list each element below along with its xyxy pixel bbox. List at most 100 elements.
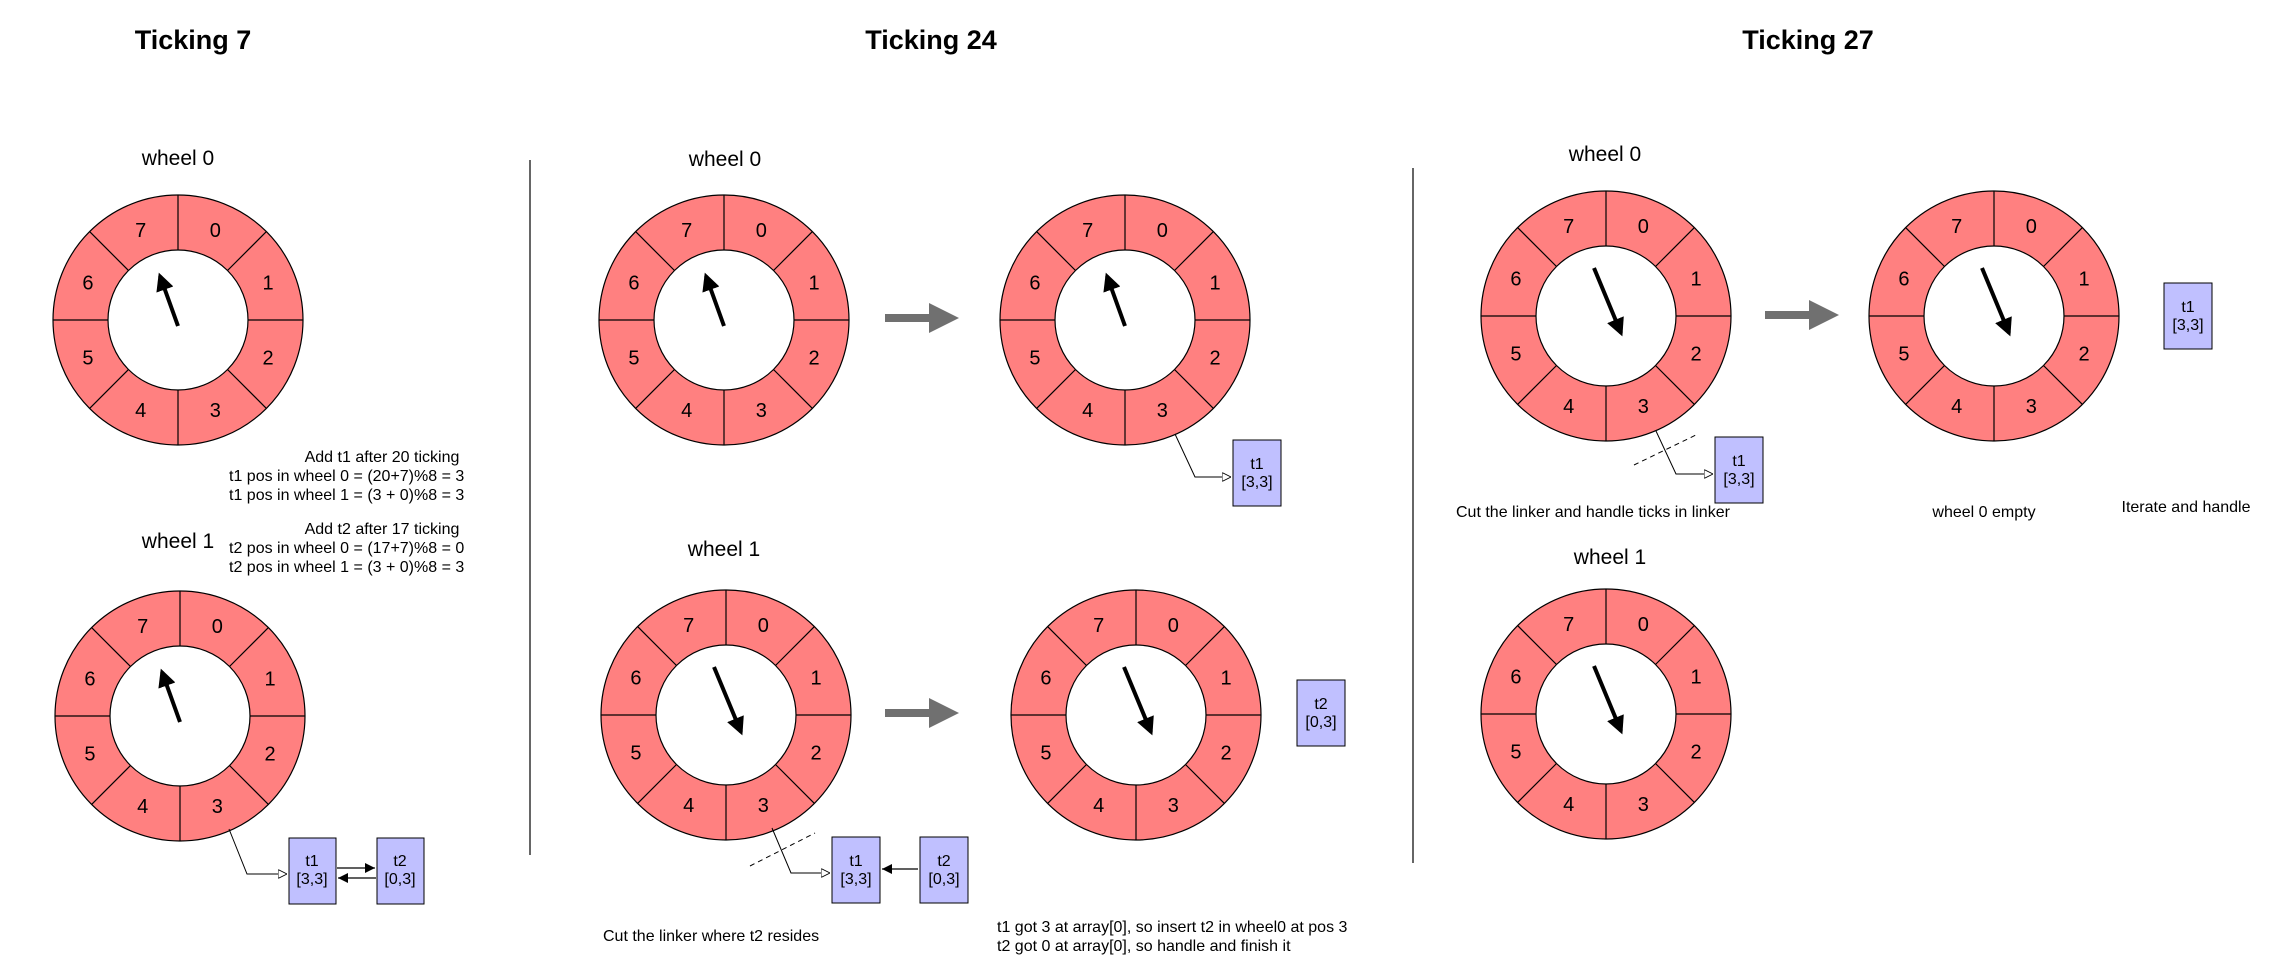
note-add-t1-line2: t1 pos in wheel 1 = (3 + 0)%8 = 3 xyxy=(229,487,464,504)
note-add-t2-title: Add t2 after 17 ticking xyxy=(305,521,460,538)
wheel-label-s2-w0: wheel 0 xyxy=(688,148,761,171)
slot-divider xyxy=(1655,365,1695,405)
task-s1-t1-pos: [3,3] xyxy=(296,871,327,888)
timing-wheel-s3-w0-after: 0 1 2 3 4 5 6 7 xyxy=(1868,190,2120,442)
note-add-t2-line2: t2 pos in wheel 1 = (3 + 0)%8 = 3 xyxy=(229,559,464,576)
slot-number: 3 xyxy=(212,796,223,818)
task-s1-t2-pos: [0,3] xyxy=(384,871,415,888)
wheel-hub xyxy=(655,644,797,786)
task-s2-w0-t1-name: t1 xyxy=(1250,456,1263,473)
slot-number: 4 xyxy=(1951,396,1962,418)
note-t1-got-line1: t1 got 3 at array[0], so insert t2 in wh… xyxy=(997,919,1348,936)
task-s3-w0-t1-pos: [3,3] xyxy=(1723,471,1754,488)
slot-divider xyxy=(91,627,131,667)
slot-number: 4 xyxy=(683,795,694,817)
wheel-label-s3-w1: wheel 1 xyxy=(1573,546,1646,569)
task-box-s1-t1 xyxy=(288,837,337,905)
slot-divider xyxy=(1036,369,1076,409)
wheel-hub xyxy=(1535,245,1677,387)
wheel-label-s1-w0: wheel 0 xyxy=(141,147,214,170)
note-add-t2-line1: t2 pos in wheel 0 = (17+7)%8 = 0 xyxy=(229,540,464,557)
slot-number: 6 xyxy=(1510,269,1521,291)
note-wheel0-empty: wheel 0 empty xyxy=(1931,504,2035,521)
slot-divider xyxy=(89,231,129,271)
slot-divider xyxy=(2043,365,2083,405)
linker-s1-w1-to-t1 xyxy=(228,828,287,874)
slot-number: 1 xyxy=(1210,273,1221,295)
slot-number: 3 xyxy=(1168,795,1179,817)
slot-number: 4 xyxy=(1563,396,1574,418)
task-box-s3-w0-t1 xyxy=(1714,436,1764,504)
timing-wheel-s1-w0: 0 1 2 3 4 5 6 7 xyxy=(52,194,304,446)
slot-number: 7 xyxy=(683,615,694,637)
section-title-ticking-7: Ticking 7 xyxy=(135,25,252,55)
slot-divider xyxy=(1905,227,1945,267)
slot-number: 6 xyxy=(628,273,639,295)
slot-divider xyxy=(91,765,131,805)
note-cut-and-handle: Cut the linker and handle ticks in linke… xyxy=(1456,504,1731,521)
slot-number: 0 xyxy=(1157,220,1168,242)
wheel-hub xyxy=(653,249,795,391)
slot-number: 4 xyxy=(1082,400,1093,422)
note-cut-linker-t2: Cut the linker where t2 resides xyxy=(603,928,819,945)
slot-divider xyxy=(637,626,677,666)
slot-number: 3 xyxy=(1638,396,1649,418)
note-iterate-handle: Iterate and handle xyxy=(2122,499,2251,516)
slot-divider xyxy=(1905,365,1945,405)
task-box-s2-w1-t2 xyxy=(919,836,969,904)
slot-divider xyxy=(1517,625,1557,665)
clock-hand xyxy=(712,666,744,736)
clock-hand xyxy=(702,272,726,327)
timing-wheel-s2-w1-after: 0 1 2 3 4 5 6 7 xyxy=(1010,589,1262,841)
slot-number: 5 xyxy=(1510,741,1521,763)
slot-number: 0 xyxy=(1168,615,1179,637)
slot-divider xyxy=(635,231,675,271)
slot-number: 1 xyxy=(1691,269,1702,291)
slot-number: 7 xyxy=(135,220,146,242)
wheels-layer: 0 1 2 3 4 5 6 7 0 1 2 3 4 5 6 7 0 1 2 3 4 5 6 7 0 1 2 3 4 5 6 7 0 1 2 3 4 5 6 7… xyxy=(52,190,2120,842)
clock-hand xyxy=(1103,272,1127,327)
task-s2-t2-alone-name: t2 xyxy=(1314,696,1327,713)
slot-number: 5 xyxy=(630,742,641,764)
task-s3-t1-alone-pos: [3,3] xyxy=(2172,317,2203,334)
task-s2-w0-t1-pos: [3,3] xyxy=(1241,474,1272,491)
slot-divider xyxy=(89,369,129,409)
slot-number: 1 xyxy=(263,273,274,295)
slot-divider xyxy=(635,369,675,409)
slot-number: 3 xyxy=(756,400,767,422)
slot-divider xyxy=(1655,227,1695,267)
timing-wheel-s2-w0-after: 0 1 2 3 4 5 6 7 xyxy=(999,194,1251,446)
wheel-hub xyxy=(1054,249,1196,391)
section-title-ticking-27: Ticking 27 xyxy=(1742,25,1874,55)
slot-divider xyxy=(637,764,677,804)
slot-number: 1 xyxy=(811,668,822,690)
task-box-s2-w0-t1 xyxy=(1232,439,1282,507)
clock-hand xyxy=(156,272,180,327)
slot-number: 4 xyxy=(1093,795,1104,817)
task-s3-t1-alone-name: t1 xyxy=(2181,299,2194,316)
slot-number: 5 xyxy=(84,743,95,765)
slot-number: 0 xyxy=(1638,614,1649,636)
linker-s3-w0-to-t1 xyxy=(1655,430,1713,474)
note-add-t1-line1: t1 pos in wheel 0 = (20+7)%8 = 3 xyxy=(229,468,464,485)
slot-divider xyxy=(1047,764,1087,804)
slot-divider xyxy=(227,231,267,271)
slot-number: 6 xyxy=(1029,273,1040,295)
slot-divider xyxy=(1655,625,1695,665)
slot-divider xyxy=(775,626,815,666)
slot-number: 1 xyxy=(265,669,276,691)
slot-number: 7 xyxy=(1093,615,1104,637)
task-s2-w1-t2-name: t2 xyxy=(937,853,950,870)
slot-divider xyxy=(1036,231,1076,271)
slot-number: 6 xyxy=(84,669,95,691)
note-t1-got-line2: t2 got 0 at array[0], so handle and fini… xyxy=(997,938,1291,955)
task-box-s1-t2 xyxy=(376,837,425,905)
slot-divider xyxy=(1174,369,1214,409)
slot-divider xyxy=(1174,231,1214,271)
task-box-s2-w1-t1 xyxy=(831,836,881,904)
slot-number: 3 xyxy=(758,795,769,817)
slot-divider xyxy=(2043,227,2083,267)
slot-divider xyxy=(773,231,813,271)
slot-number: 0 xyxy=(758,615,769,637)
slot-number: 0 xyxy=(212,616,223,638)
